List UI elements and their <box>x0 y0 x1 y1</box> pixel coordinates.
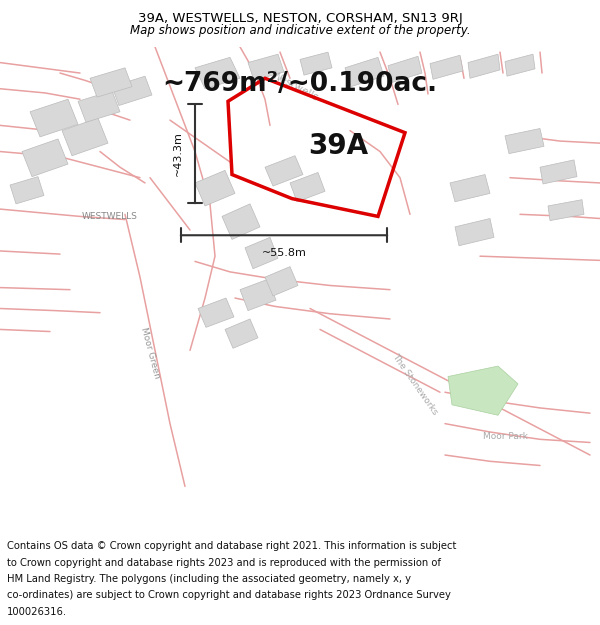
Polygon shape <box>540 160 577 184</box>
Text: ~769m²/~0.190ac.: ~769m²/~0.190ac. <box>163 71 437 96</box>
Polygon shape <box>345 58 384 87</box>
Polygon shape <box>430 55 463 79</box>
Polygon shape <box>265 267 298 296</box>
Polygon shape <box>90 68 132 97</box>
Text: Moor Park: Moor Park <box>482 432 527 441</box>
Text: Moor Green: Moor Green <box>139 326 161 379</box>
Text: Westwells: Westwells <box>269 70 320 103</box>
Polygon shape <box>388 56 422 82</box>
Polygon shape <box>450 174 490 202</box>
Polygon shape <box>195 58 240 89</box>
Text: HM Land Registry. The polygons (including the associated geometry, namely x, y: HM Land Registry. The polygons (includin… <box>7 574 411 584</box>
Text: to Crown copyright and database rights 2023 and is reproduced with the permissio: to Crown copyright and database rights 2… <box>7 558 441 568</box>
Text: 39A: 39A <box>308 132 368 160</box>
Text: 100026316.: 100026316. <box>7 607 67 617</box>
Polygon shape <box>10 177 44 204</box>
Polygon shape <box>22 139 68 177</box>
Text: The Stoneworks: The Stoneworks <box>391 352 439 416</box>
Polygon shape <box>78 91 120 123</box>
Text: ~55.8m: ~55.8m <box>262 248 307 258</box>
Text: WESTWELLS: WESTWELLS <box>82 212 138 221</box>
Polygon shape <box>300 52 332 75</box>
Polygon shape <box>245 238 278 269</box>
Polygon shape <box>225 319 258 348</box>
Polygon shape <box>248 54 284 81</box>
Polygon shape <box>505 129 544 154</box>
Text: 39A, WESTWELLS, NESTON, CORSHAM, SN13 9RJ: 39A, WESTWELLS, NESTON, CORSHAM, SN13 9R… <box>137 12 463 25</box>
Polygon shape <box>240 279 276 311</box>
Polygon shape <box>112 76 152 106</box>
Text: Contains OS data © Crown copyright and database right 2021. This information is : Contains OS data © Crown copyright and d… <box>7 541 457 551</box>
Text: Map shows position and indicative extent of the property.: Map shows position and indicative extent… <box>130 24 470 36</box>
Polygon shape <box>198 298 234 328</box>
Polygon shape <box>265 156 303 186</box>
Polygon shape <box>30 99 78 137</box>
Text: ~43.3m: ~43.3m <box>173 131 183 176</box>
Polygon shape <box>222 204 260 239</box>
Text: co-ordinates) are subject to Crown copyright and database rights 2023 Ordnance S: co-ordinates) are subject to Crown copyr… <box>7 591 451 601</box>
Polygon shape <box>548 199 584 221</box>
Polygon shape <box>468 54 500 78</box>
Polygon shape <box>62 118 108 156</box>
Polygon shape <box>505 54 535 76</box>
Polygon shape <box>448 366 518 415</box>
Polygon shape <box>195 171 235 206</box>
Polygon shape <box>290 173 325 202</box>
Polygon shape <box>455 219 494 246</box>
